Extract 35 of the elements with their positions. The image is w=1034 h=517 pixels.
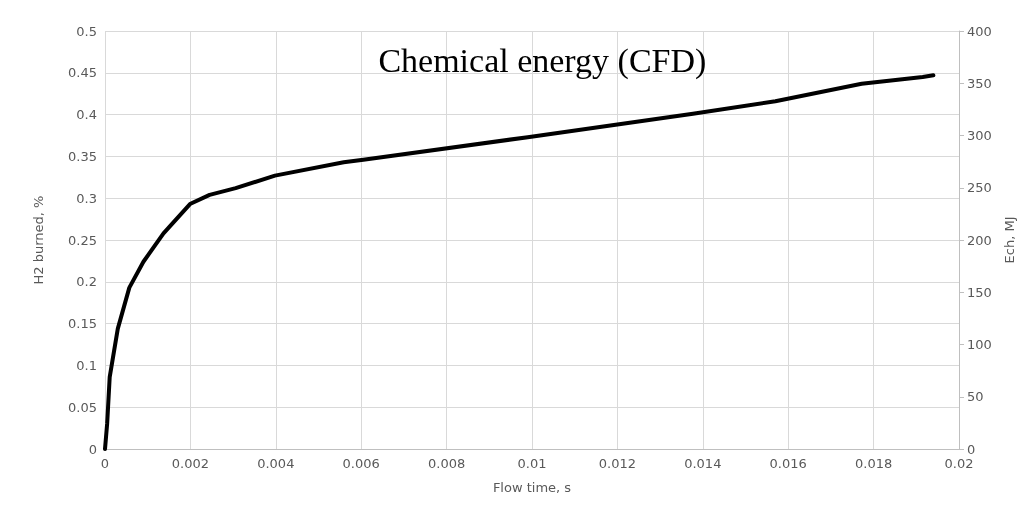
y2-tick-label: 150 (967, 284, 992, 300)
x-tick-label: 0.006 (342, 456, 380, 471)
x-tick-label: 0 (100, 456, 110, 471)
y-tick-label: 0.25 (68, 232, 97, 248)
x-tick-label: 0.018 (854, 456, 893, 471)
x-axis-title: Flow time, s (492, 480, 572, 495)
x-tick-label: 0.012 (598, 456, 637, 471)
y-tick-label: 0.15 (68, 316, 97, 332)
x-tick-label: 0.016 (769, 456, 807, 471)
y2-axis-title: Ech, MJ (1001, 216, 1017, 264)
x-tick-label: 0.014 (684, 456, 722, 471)
y2-tick-label: 200 (967, 232, 992, 248)
x-tick-label: 0.01 (517, 456, 547, 471)
y2-tick-label: 100 (967, 337, 992, 352)
y2-tick-label: 50 (967, 389, 984, 405)
y-tick-label: 0.2 (76, 274, 97, 290)
y-tick-label: 0.5 (76, 23, 97, 39)
y2-tick-label: 0 (967, 441, 976, 457)
chart-title: Chemical energy (CFD) (378, 41, 707, 80)
y2-tick-label: 400 (967, 23, 992, 39)
y-tick-label: 0 (88, 441, 97, 457)
y-axis-title: H2 burned, % (31, 195, 46, 285)
y-tick-label: 0.45 (68, 65, 97, 81)
y-tick-label: 0.05 (68, 399, 97, 415)
y2-tick-label: 350 (967, 75, 992, 91)
y2-tick-label: 250 (967, 180, 992, 196)
x-tick-label: 0.008 (427, 456, 466, 471)
x-tick-label: 0.004 (257, 456, 295, 471)
y-tick-label: 0.4 (76, 107, 97, 123)
x-tick-label: 0.002 (171, 456, 210, 471)
x-tick-label: 0.02 (944, 456, 974, 471)
y-tick-label: 0.3 (76, 190, 97, 206)
y2-tick-label: 300 (967, 128, 992, 143)
y-tick-label: 0.1 (76, 357, 97, 373)
y-tick-label: 0.35 (68, 148, 97, 164)
